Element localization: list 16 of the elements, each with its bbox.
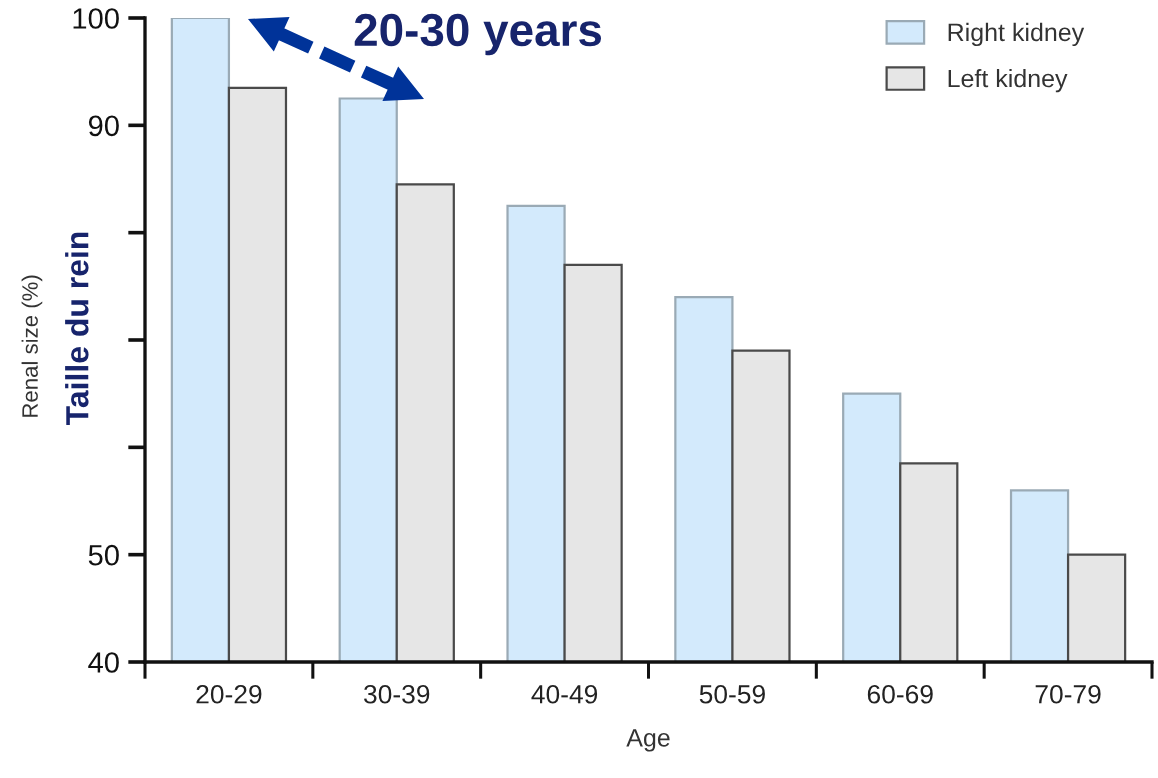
y-axis-title: Renal size (%) [21,275,43,417]
y-tick-label: 50 [88,544,119,566]
y-tick-label: 100 [73,8,119,29]
x-tick-label: 60-69 [867,684,933,704]
x-tick-label: 50-59 [699,684,765,704]
annotation: 20-30 years [354,13,602,56]
x-tick-label: 70-79 [1035,684,1101,704]
x-tick-label: 40-49 [531,684,598,704]
y-tick-label: 40 [88,652,119,673]
x-tick-label: 20-29 [196,684,262,704]
x-axis-title: Age [626,729,670,752]
x-tick-label: 30-39 [364,684,430,704]
legend-label: Left kidney [948,69,1068,93]
y-tick-label: 90 [88,115,119,137]
text: Taille du rein [65,232,89,425]
legend-label: Right kidney [948,22,1085,47]
